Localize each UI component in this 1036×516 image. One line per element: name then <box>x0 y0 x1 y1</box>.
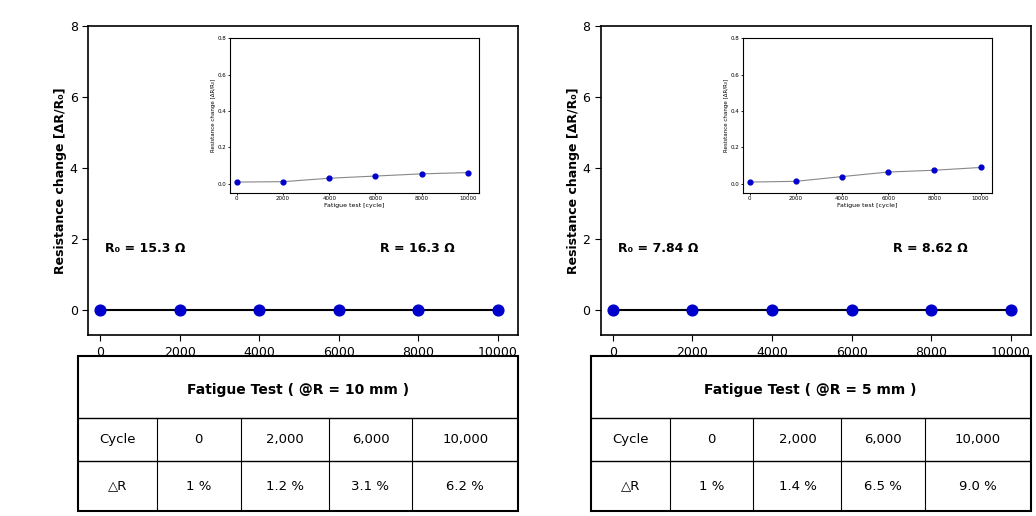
Text: 1.2 %: 1.2 % <box>265 479 304 493</box>
Y-axis label: Resistance change [ΔR/R₀]: Resistance change [ΔR/R₀] <box>567 87 580 274</box>
Point <box>413 170 430 178</box>
Point <box>1003 307 1019 315</box>
Text: Fatigue Test ( @R = 5 mm ): Fatigue Test ( @R = 5 mm ) <box>704 383 917 397</box>
Point <box>843 307 860 315</box>
Text: 6,000: 6,000 <box>864 433 902 446</box>
Text: 0: 0 <box>195 433 203 446</box>
Text: Cycle: Cycle <box>612 433 649 446</box>
Point <box>684 307 700 315</box>
Point <box>410 307 427 315</box>
Text: 10,000: 10,000 <box>955 433 1001 446</box>
Text: 9.0 %: 9.0 % <box>959 479 997 493</box>
Point <box>251 307 267 315</box>
Point <box>92 307 109 315</box>
Point <box>321 174 338 182</box>
Text: Cycle: Cycle <box>99 433 136 446</box>
Y-axis label: Resistance change [ΔR/R₀]: Resistance change [ΔR/R₀] <box>724 79 729 152</box>
Text: △R: △R <box>621 479 640 493</box>
Text: 6.2 %: 6.2 % <box>447 479 484 493</box>
Point <box>764 307 780 315</box>
Point <box>229 178 246 186</box>
X-axis label: Fatigue test [cycle]: Fatigue test [cycle] <box>227 364 379 378</box>
Text: 2,000: 2,000 <box>266 433 304 446</box>
Point <box>926 166 943 174</box>
Point <box>367 172 383 180</box>
Y-axis label: Resistance change [ΔR/R₀]: Resistance change [ΔR/R₀] <box>54 87 67 274</box>
Text: R = 8.62 Ω: R = 8.62 Ω <box>893 242 968 255</box>
X-axis label: Fatigue test [cycle]: Fatigue test [cycle] <box>740 364 892 378</box>
Text: 3.1 %: 3.1 % <box>351 479 390 493</box>
Text: 2,000: 2,000 <box>779 433 816 446</box>
Point <box>605 307 622 315</box>
Text: R₀ = 7.84 Ω: R₀ = 7.84 Ω <box>618 242 698 255</box>
Text: 6.5 %: 6.5 % <box>864 479 902 493</box>
X-axis label: Fatigue test [cycle]: Fatigue test [cycle] <box>324 203 384 208</box>
Point <box>330 307 347 315</box>
Point <box>490 307 507 315</box>
Text: △R: △R <box>108 479 127 493</box>
Text: R₀ = 15.3 Ω: R₀ = 15.3 Ω <box>106 242 185 255</box>
Point <box>742 178 758 186</box>
Text: 6,000: 6,000 <box>351 433 390 446</box>
Text: R = 16.3 Ω: R = 16.3 Ω <box>380 242 455 255</box>
Point <box>275 178 291 186</box>
Text: 1.4 %: 1.4 % <box>778 479 816 493</box>
Point <box>973 164 989 172</box>
Point <box>880 168 896 176</box>
Point <box>834 172 851 181</box>
Point <box>171 307 188 315</box>
Text: 10,000: 10,000 <box>442 433 488 446</box>
Text: 1 %: 1 % <box>699 479 724 493</box>
Text: Fatigue Test ( @R = 10 mm ): Fatigue Test ( @R = 10 mm ) <box>186 383 409 397</box>
Point <box>787 177 804 185</box>
Text: 1 %: 1 % <box>186 479 211 493</box>
Text: 0: 0 <box>708 433 716 446</box>
X-axis label: Fatigue test [cycle]: Fatigue test [cycle] <box>837 203 897 208</box>
Point <box>460 168 477 176</box>
Point <box>923 307 940 315</box>
Y-axis label: Resistance change [ΔR/R₀]: Resistance change [ΔR/R₀] <box>211 79 217 152</box>
